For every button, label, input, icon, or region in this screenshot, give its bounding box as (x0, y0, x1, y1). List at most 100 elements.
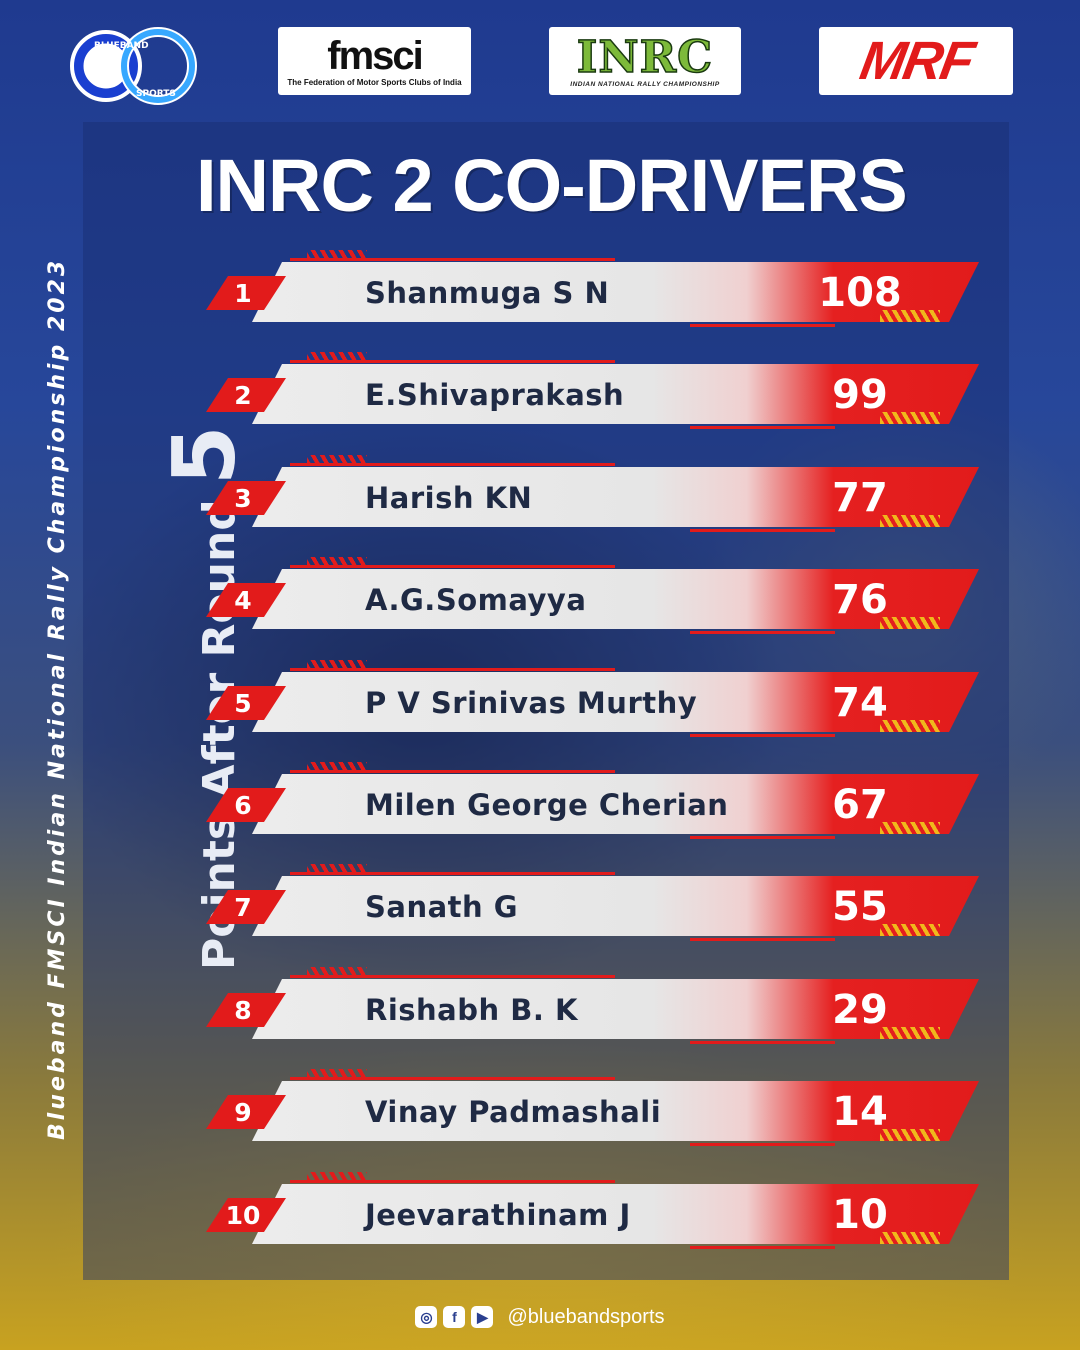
hatch-decoration (307, 660, 367, 670)
rank-number: 2 (234, 381, 252, 410)
mrf-logo: MRF (819, 27, 1013, 95)
instagram-icon[interactable]: ◎ (415, 1306, 438, 1328)
fmsci-logo-text: fmsci (327, 33, 423, 78)
divider-line (290, 565, 615, 568)
standing-row: 3 Harish KN 77 (0, 455, 1080, 557)
co-driver-name: Shanmuga S N (365, 276, 610, 310)
hatch-decoration (880, 1129, 940, 1141)
hatch-decoration (307, 967, 367, 977)
hatch-decoration (880, 924, 940, 936)
divider-line (690, 631, 835, 634)
rank-number: 7 (234, 893, 252, 922)
inrc-logo: INRC INDIAN NATIONAL RALLY CHAMPIONSHIP (549, 27, 741, 95)
hatch-decoration (307, 557, 367, 567)
standing-bar (252, 979, 979, 1039)
points-value: 76 (832, 577, 888, 623)
divider-line (290, 258, 615, 261)
points-value: 29 (832, 987, 888, 1033)
standing-bar (252, 1184, 979, 1244)
divider-line (290, 975, 615, 978)
standing-bar (252, 672, 979, 732)
rank-number: 3 (234, 484, 252, 513)
standing-row: 5 P V Srinivas Murthy 74 (0, 660, 1080, 762)
rank-number: 4 (234, 586, 252, 615)
co-driver-name: Vinay Padmashali (365, 1095, 662, 1129)
co-driver-name: P V Srinivas Murthy (365, 686, 698, 720)
footer: ◎ f ▶ @bluebandsports (0, 1300, 1080, 1334)
co-driver-name: A.G.Somayya (365, 583, 587, 617)
divider-line (690, 1246, 835, 1249)
standing-bar (252, 1081, 979, 1141)
standing-row: 4 A.G.Somayya 76 (0, 557, 1080, 659)
divider-line (690, 1143, 835, 1146)
divider-line (290, 463, 615, 466)
blueband-logo-bottom-text: SPORTS (136, 89, 176, 99)
standing-row: 9 Vinay Padmashali 14 (0, 1069, 1080, 1171)
blueband-sports-logo: BLUEBAND SPORTS (70, 27, 197, 105)
blueband-logo-top-text: BLUEBAND (94, 41, 149, 51)
facebook-icon[interactable]: f (443, 1306, 466, 1328)
rank-number: 8 (234, 996, 252, 1025)
inrc-logo-text: INRC (576, 31, 714, 83)
rank-number: 6 (234, 791, 252, 820)
points-value: 99 (832, 372, 888, 418)
standing-bar (252, 569, 979, 629)
standing-row: 1 Shanmuga S N 108 (0, 250, 1080, 352)
hatch-decoration (880, 310, 940, 322)
points-value: 67 (832, 782, 888, 828)
page-title: INRC 2 CO-DRIVERS (196, 144, 908, 227)
co-driver-name: Harish KN (365, 481, 533, 515)
co-driver-name: Milen George Cherian (365, 788, 729, 822)
hatch-decoration (880, 1027, 940, 1039)
hatch-decoration (307, 1172, 367, 1182)
co-driver-name: Sanath G (365, 890, 519, 924)
points-value: 10 (832, 1192, 888, 1238)
points-value: 108 (818, 270, 902, 316)
hatch-decoration (880, 617, 940, 629)
divider-line (690, 1041, 835, 1044)
standing-row: 6 Milen George Cherian 67 (0, 762, 1080, 864)
divider-line (290, 1180, 615, 1183)
standing-bar (252, 364, 979, 424)
standing-row: 10 Jeevarathinam J 10 (0, 1172, 1080, 1274)
fmsci-logo: fmsci The Federation of Motor Sports Clu… (278, 27, 471, 95)
co-driver-name: E.Shivaprakash (365, 378, 625, 412)
hatch-decoration (880, 1232, 940, 1244)
hatch-decoration (880, 412, 940, 424)
hatch-decoration (307, 1069, 367, 1079)
standing-row: 7 Sanath G 55 (0, 864, 1080, 966)
divider-line (690, 529, 835, 532)
rank-number: 9 (234, 1098, 252, 1127)
hatch-decoration (880, 822, 940, 834)
hatch-decoration (307, 864, 367, 874)
co-driver-name: Jeevarathinam J (365, 1198, 631, 1232)
divider-line (290, 872, 615, 875)
rank-number: 5 (234, 689, 252, 718)
hatch-decoration (880, 515, 940, 527)
points-value: 14 (832, 1089, 888, 1135)
points-value: 77 (832, 475, 888, 521)
divider-line (690, 938, 835, 941)
rank-number: 1 (234, 279, 252, 308)
hatch-decoration (307, 352, 367, 362)
standing-bar (252, 467, 979, 527)
youtube-icon[interactable]: ▶ (471, 1306, 494, 1328)
divider-line (290, 770, 615, 773)
standing-bar (252, 262, 979, 322)
divider-line (690, 836, 835, 839)
hatch-decoration (307, 250, 367, 260)
rank-number: 10 (225, 1201, 261, 1230)
hatch-decoration (880, 720, 940, 732)
divider-line (290, 360, 615, 363)
hatch-decoration (307, 455, 367, 465)
divider-line (690, 734, 835, 737)
standing-bar (252, 774, 979, 834)
fmsci-logo-subtitle: The Federation of Motor Sports Clubs of … (287, 77, 462, 87)
hatch-decoration (307, 762, 367, 772)
co-driver-name: Rishabh B. K (365, 993, 578, 1027)
social-handle[interactable]: @bluebandsports (507, 1305, 665, 1328)
points-value: 74 (832, 680, 888, 726)
points-value: 55 (832, 884, 888, 930)
inrc-logo-subtitle: INDIAN NATIONAL RALLY CHAMPIONSHIP (570, 80, 720, 88)
divider-line (290, 1077, 615, 1080)
